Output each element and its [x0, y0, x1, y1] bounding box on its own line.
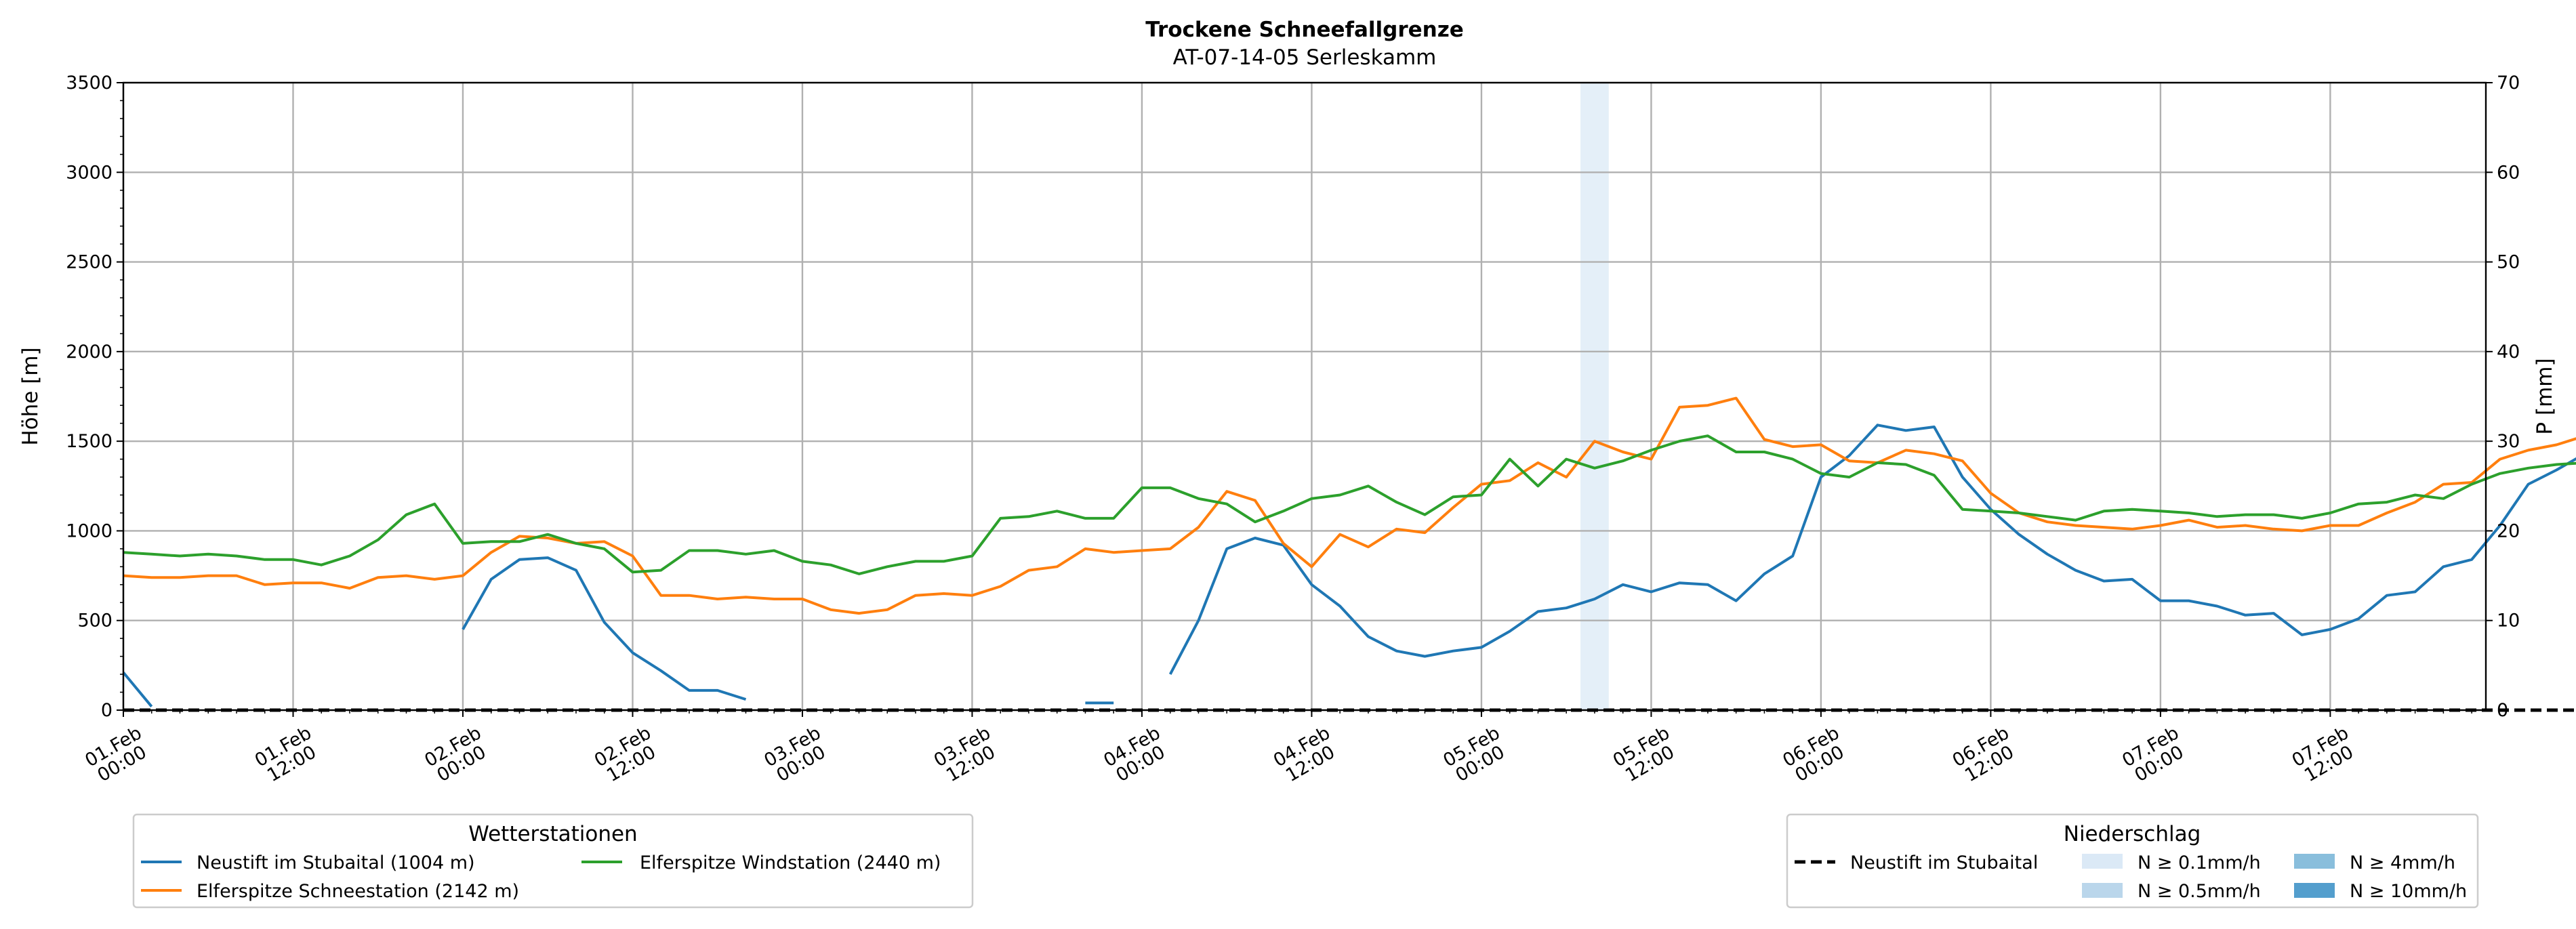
legend-stations: Wetterstationen Neustift im Stubaital (1… [132, 813, 974, 909]
legend-label-schneestation: Elferspitze Schneestation (2142 m) [197, 881, 519, 902]
series-line [123, 396, 2576, 615]
y-axis-label: Höhe [m] [18, 347, 43, 445]
x-tick-label: 03.Feb12:00 [931, 722, 1004, 787]
y2-tick-label: 20 [2497, 520, 2520, 541]
y-tick-label: 2500 [66, 252, 113, 273]
x-tick-label: 06.Feb00:00 [1779, 722, 1852, 787]
series-line [122, 424, 2576, 707]
axes: 0 500 1000 1500 2000 2500 3000 3500 0 10 20 30 40 50 6… [66, 73, 2520, 787]
x-tick-label: 07.Feb00:00 [2119, 722, 2192, 787]
legend-label-class-0.5: N ≥ 0.5mm/h [2138, 881, 2261, 902]
precipitation-bands [1580, 83, 1609, 710]
y2-tick-label: 60 [2497, 162, 2520, 183]
legend-stations-box [132, 813, 974, 909]
data-series [122, 396, 2576, 712]
y2-tick-label: 50 [2497, 252, 2520, 273]
plot-frame [122, 81, 2487, 711]
y2-axis-label: P [mm] [2533, 358, 2557, 434]
y-tick-label: 500 [77, 611, 113, 632]
legend-label-neustift: Neustift im Stubaital (1004 m) [197, 852, 475, 873]
y2-tick-label: 70 [2497, 73, 2520, 94]
y-tick-label: 1000 [66, 520, 113, 541]
x-tick-label: 04.Feb12:00 [1270, 722, 1343, 787]
x-tick-label: 04.Feb00:00 [1100, 722, 1173, 787]
grid-lines [122, 81, 2486, 711]
x-tick-label: 02.Feb12:00 [591, 722, 664, 787]
x-tick-label: 05.Feb00:00 [1439, 722, 1513, 787]
y-tick-label: 3500 [66, 73, 113, 94]
legend-label-class-10: N ≥ 10mm/h [2350, 881, 2467, 902]
legend-precip-title: Niederschlag [2064, 822, 2201, 846]
precip-band [1580, 83, 1609, 710]
y2-tick-label: 0 [2497, 700, 2508, 721]
y-tick-label: 1500 [66, 431, 113, 452]
x-tick-label: 06.Feb12:00 [1949, 722, 2022, 787]
legend-stations-title: Wetterstationen [468, 822, 637, 846]
legend-label-windstation: Elferspitze Windstation (2440 m) [640, 852, 941, 873]
y-tick-label: 0 [101, 700, 113, 721]
y2-tick-label: 40 [2497, 342, 2520, 363]
x-tick-label: 03.Feb00:00 [760, 722, 834, 787]
chart-subtitle: AT-07-14-05 Serleskamm [1173, 45, 1437, 70]
x-tick-label: 01.Feb12:00 [251, 722, 325, 787]
legend-label-class-4: N ≥ 4mm/h [2350, 852, 2455, 873]
x-tick-label: 01.Feb00:00 [81, 722, 155, 787]
x-tick-label: 02.Feb00:00 [421, 722, 494, 787]
legend-label-class-0.1: N ≥ 0.1mm/h [2138, 852, 2261, 873]
legend-swatch-class-4 [2294, 854, 2335, 869]
series-line [123, 434, 2576, 575]
legend-swatch-class-10 [2294, 883, 2335, 898]
legend-label-precip-line: Neustift im Stubaital [1850, 852, 2038, 873]
legend-precipitation: Niederschlag Neustift im Stubaital N ≥ 0… [1786, 813, 2479, 909]
y-tick-label: 2000 [66, 342, 113, 363]
y2-tick-label: 30 [2497, 431, 2520, 452]
chart-title: Trockene Schneefallgrenze [1145, 18, 1464, 42]
legend-swatch-class-0.1 [2082, 854, 2123, 869]
y2-tick-label: 10 [2497, 611, 2520, 632]
x-tick-label: 07.Feb12:00 [2289, 722, 2362, 787]
x-tick-label: 05.Feb12:00 [1610, 722, 1683, 787]
legend-swatch-class-0.5 [2082, 883, 2123, 898]
y-tick-label: 3000 [66, 162, 113, 183]
